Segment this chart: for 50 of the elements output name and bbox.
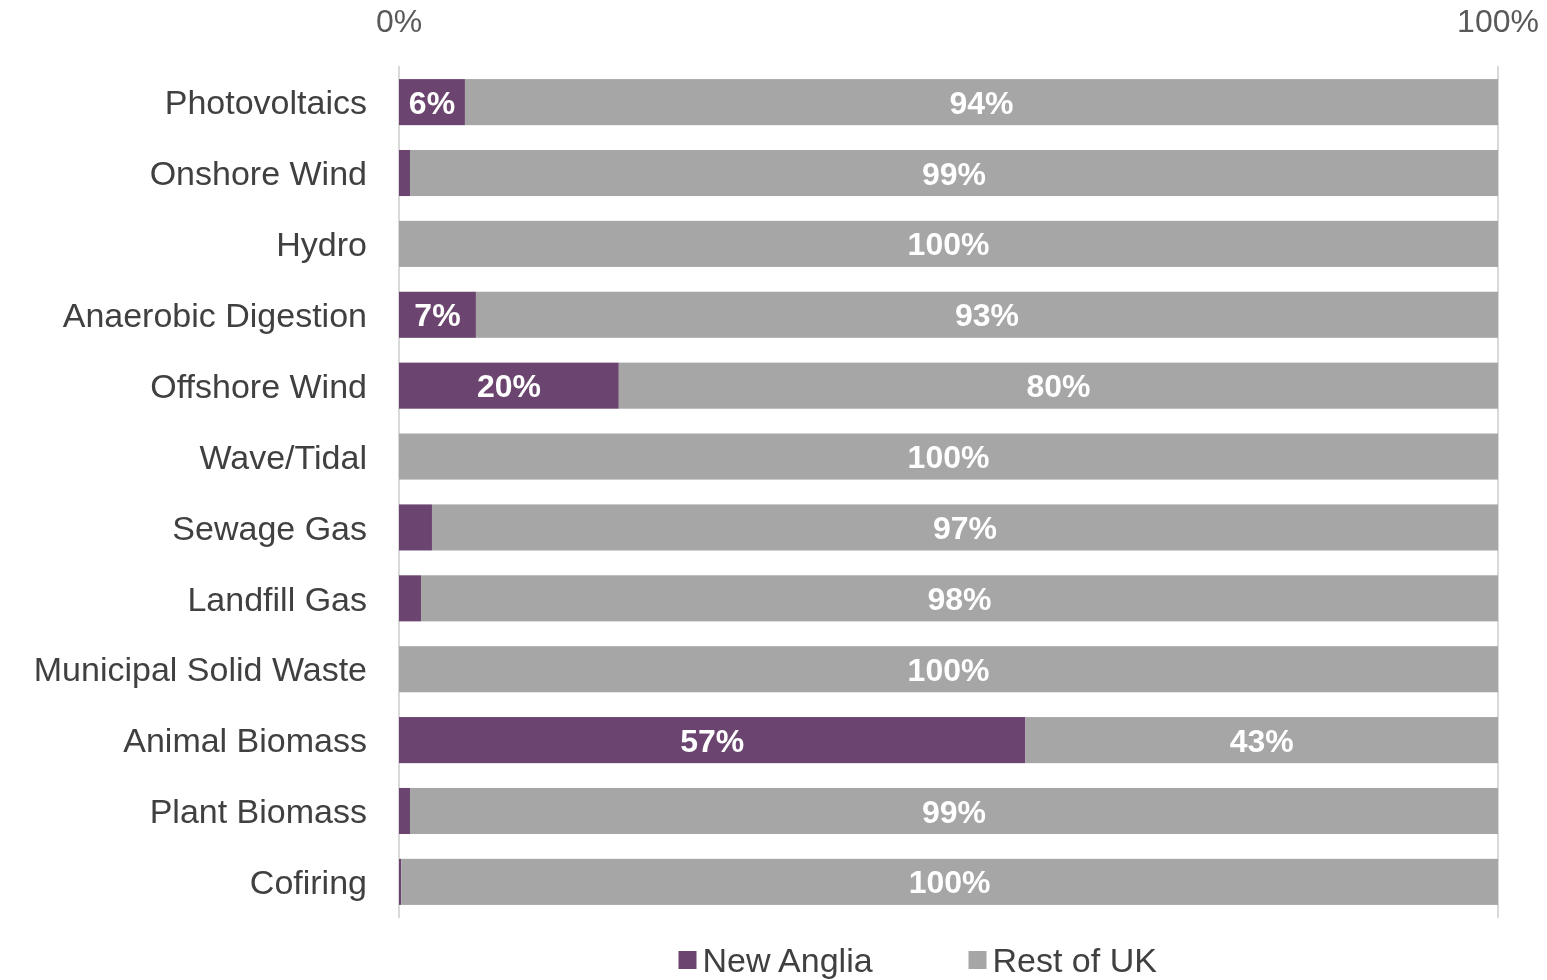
data-label: 100% bbox=[908, 864, 991, 901]
y-tick-label: Onshore Wind bbox=[149, 154, 367, 193]
bar bbox=[399, 717, 1026, 764]
bar bbox=[431, 504, 1498, 551]
bar bbox=[399, 575, 421, 622]
data-label: 98% bbox=[927, 580, 992, 617]
data-label: 100% bbox=[907, 439, 990, 476]
data-label: 94% bbox=[949, 84, 1014, 121]
bar bbox=[409, 787, 1498, 835]
legend-label: Rest of UK bbox=[992, 941, 1158, 980]
y-tick-label: Offshore Wind bbox=[150, 366, 367, 405]
bar bbox=[475, 291, 1498, 338]
y-tick-label: Wave/Tidal bbox=[199, 437, 367, 476]
y-tick-label: Cofiring bbox=[249, 863, 367, 902]
data-label: 99% bbox=[921, 793, 987, 830]
data-label: 20% bbox=[476, 368, 541, 405]
data-label: 99% bbox=[921, 155, 987, 192]
x-tick-label: 0% bbox=[375, 2, 423, 39]
bar bbox=[420, 575, 1498, 622]
bar bbox=[399, 149, 410, 197]
bar bbox=[399, 220, 1498, 267]
y-tick-label: Anaerobic Digestion bbox=[62, 296, 367, 335]
bar bbox=[409, 149, 1498, 197]
data-label: 97% bbox=[932, 509, 998, 546]
data-label: 100% bbox=[907, 651, 990, 688]
y-tick-label: Landfill Gas bbox=[187, 579, 367, 618]
bar bbox=[399, 646, 1498, 693]
data-label: 100% bbox=[907, 226, 990, 263]
y-tick-label: Photovoltaics bbox=[164, 83, 367, 122]
bar bbox=[399, 858, 402, 905]
bar bbox=[401, 858, 1498, 905]
bar bbox=[399, 504, 432, 551]
y-tick-label: Sewage Gas bbox=[172, 508, 367, 547]
y-tick-label: Municipal Solid Waste bbox=[33, 650, 367, 689]
data-label: 57% bbox=[680, 722, 745, 759]
y-tick-label: Animal Biomass bbox=[123, 721, 367, 760]
data-label: 7% bbox=[414, 297, 461, 334]
bar bbox=[464, 79, 1498, 126]
y-tick-label: Plant Biomass bbox=[149, 792, 367, 831]
bar bbox=[618, 362, 1498, 409]
data-label: 80% bbox=[1026, 368, 1091, 405]
y-tick-label: Hydro bbox=[276, 225, 367, 264]
data-label: 43% bbox=[1229, 722, 1294, 759]
bar bbox=[1025, 717, 1498, 764]
bar bbox=[399, 433, 1498, 480]
data-label: 93% bbox=[954, 297, 1019, 334]
legend-label: New Anglia bbox=[702, 941, 873, 980]
bar bbox=[399, 787, 410, 835]
data-label: 6% bbox=[408, 84, 456, 121]
bar bbox=[399, 362, 619, 409]
